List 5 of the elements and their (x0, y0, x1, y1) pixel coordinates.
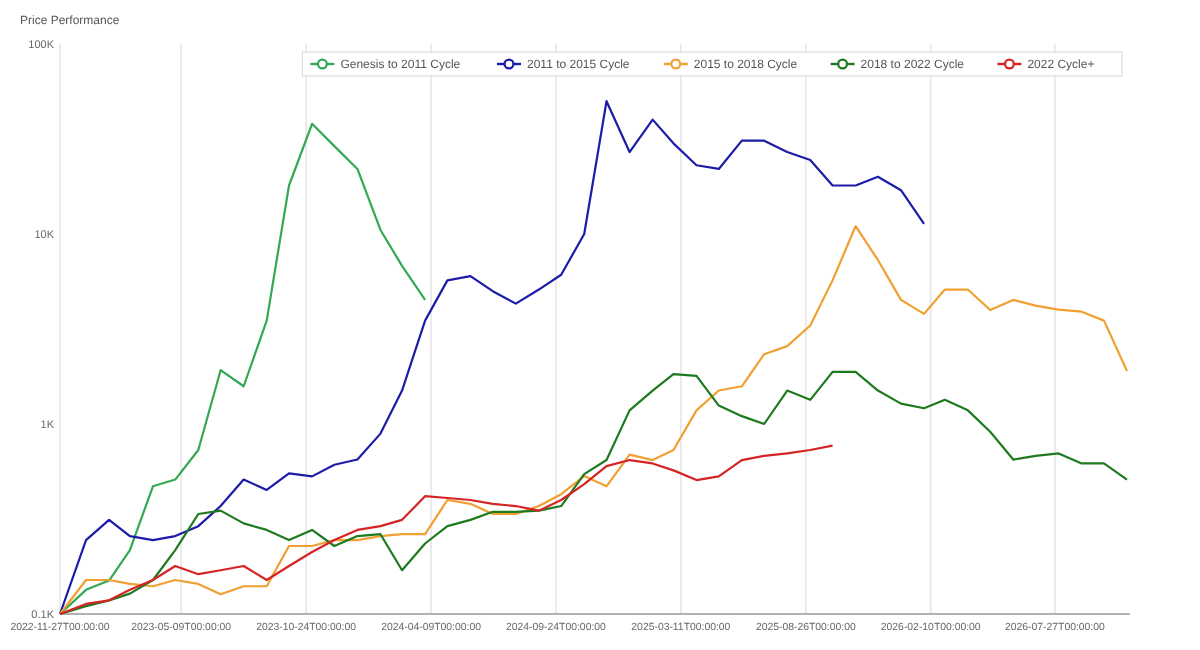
line-series (58, 100, 926, 616)
line-series (58, 370, 1129, 616)
line-series (58, 122, 427, 616)
line-series (58, 225, 1129, 616)
line-series (58, 444, 834, 616)
